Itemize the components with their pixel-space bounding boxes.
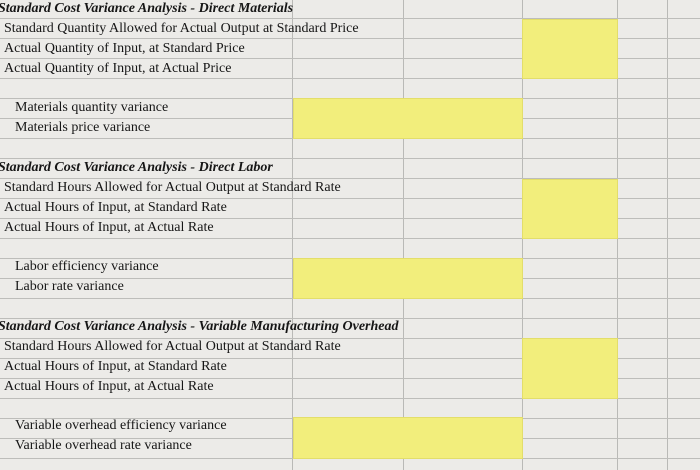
row-divider <box>0 218 700 219</box>
variance-label-labor-rate: Labor rate variance <box>15 279 124 294</box>
row-label-actual-hours-standard-rate: Actual Hours of Input, at Standard Rate <box>4 200 227 215</box>
variance-label-overhead-rate: Variable overhead rate variance <box>15 438 192 453</box>
row-divider <box>0 238 700 239</box>
column-divider <box>403 0 404 470</box>
row-divider <box>0 398 700 399</box>
row-divider <box>0 38 700 39</box>
variance-label-materials-quantity: Materials quantity variance <box>15 100 169 115</box>
row-divider <box>0 198 700 199</box>
row-divider <box>0 158 700 159</box>
column-divider <box>667 0 668 470</box>
section-heading-direct-materials: Standard Cost Variance Analysis - Direct… <box>0 1 294 16</box>
row-label-overhead-actual-hours-standard-rate: Actual Hours of Input, at Standard Rate <box>4 359 227 374</box>
variance-label-overhead-efficiency: Variable overhead efficiency variance <box>15 418 227 433</box>
row-divider <box>0 318 700 319</box>
labor-cost-input-cells[interactable] <box>522 179 618 239</box>
variance-label-labor-efficiency: Labor efficiency variance <box>15 259 159 274</box>
column-divider <box>292 0 293 470</box>
row-label-standard-hours-standard-rate: Standard Hours Allowed for Actual Output… <box>4 180 341 195</box>
overhead-variance-input-cells[interactable] <box>293 417 523 459</box>
materials-variance-input-cells[interactable] <box>293 98 523 139</box>
row-divider <box>0 78 700 79</box>
row-label-actual-quantity-standard-price: Actual Quantity of Input, at Standard Pr… <box>4 41 245 56</box>
section-heading-direct-labor: Standard Cost Variance Analysis - Direct… <box>0 160 273 175</box>
row-divider <box>0 338 700 339</box>
row-divider <box>0 18 700 19</box>
row-divider <box>0 58 700 59</box>
row-label-overhead-actual-hours-actual-rate: Actual Hours of Input, at Actual Rate <box>4 379 214 394</box>
row-label-overhead-standard-hours-standard-rate: Standard Hours Allowed for Actual Output… <box>4 339 341 354</box>
row-divider <box>0 178 700 179</box>
row-label-actual-hours-actual-rate: Actual Hours of Input, at Actual Rate <box>4 220 214 235</box>
section-heading-variable-overhead: Standard Cost Variance Analysis - Variab… <box>0 319 399 334</box>
overhead-cost-input-cells[interactable] <box>522 338 618 399</box>
variance-label-materials-price: Materials price variance <box>15 120 151 135</box>
labor-variance-input-cells[interactable] <box>293 258 523 299</box>
row-divider <box>0 358 700 359</box>
row-label-standard-quantity: Standard Quantity Allowed for Actual Out… <box>4 21 359 36</box>
materials-cost-input-cells[interactable] <box>522 19 618 79</box>
row-label-actual-quantity-actual-price: Actual Quantity of Input, at Actual Pric… <box>4 61 232 76</box>
row-divider <box>0 378 700 379</box>
